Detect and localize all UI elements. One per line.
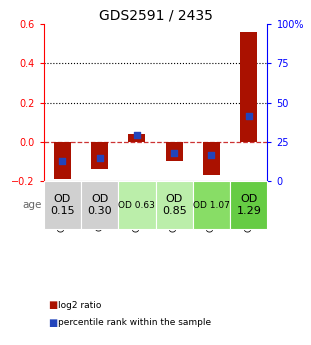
Text: GDS2591 / 2435: GDS2591 / 2435 (99, 9, 212, 23)
Text: age: age (22, 200, 42, 210)
Point (60, 158, 65, 163)
Text: ■: ■ (48, 318, 58, 327)
Point (134, 132, 139, 137)
Bar (128, 134, 145, 142)
Text: OD
0.15: OD 0.15 (50, 194, 75, 216)
Point (246, 113, 251, 119)
Point (172, 151, 177, 156)
Bar (91, 142, 108, 169)
Bar (44, 181, 81, 229)
Bar (54, 142, 71, 179)
Text: OD 0.63: OD 0.63 (118, 201, 155, 210)
Point (97, 156, 102, 161)
Text: OD
0.85: OD 0.85 (162, 194, 187, 216)
Bar (230, 181, 267, 229)
Text: percentile rank within the sample: percentile rank within the sample (58, 318, 211, 327)
Bar (156, 181, 193, 229)
Text: ■: ■ (48, 300, 58, 310)
Bar (240, 32, 257, 142)
Bar (193, 181, 230, 229)
Point (209, 152, 214, 158)
Bar (81, 181, 118, 229)
Bar (166, 142, 183, 161)
Text: OD
0.30: OD 0.30 (87, 194, 112, 216)
Text: OD
1.29: OD 1.29 (236, 194, 261, 216)
Text: OD 1.07: OD 1.07 (193, 201, 230, 210)
Bar (118, 181, 156, 229)
Text: log2 ratio: log2 ratio (58, 301, 101, 310)
Bar (203, 142, 220, 175)
